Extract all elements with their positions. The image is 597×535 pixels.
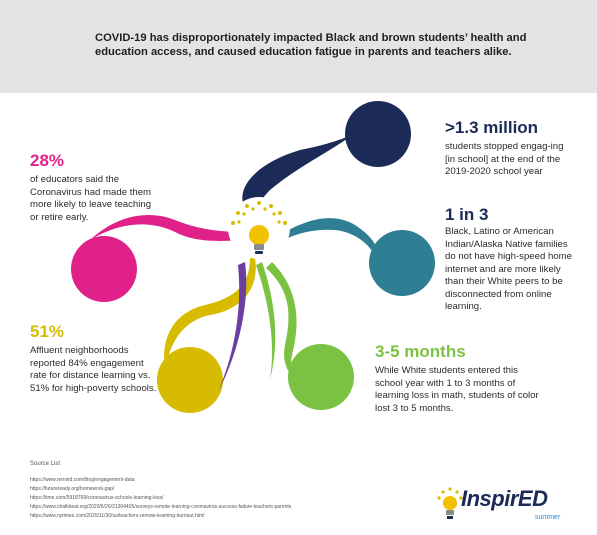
logo-text: InspirED [461, 486, 548, 511]
stat-value-learning-loss: 3-5 months [375, 342, 466, 361]
stat-value-families: 1 in 3 [445, 205, 489, 224]
stat-text-engagement: Affluent neighborhoods reported 84% enga… [30, 345, 157, 394]
stat-text-families: Black, Latino or American Indian/Alaska … [445, 226, 572, 312]
teal-swirl [275, 218, 379, 262]
source-link[interactable]: https://www.chalkbeat.org/2020/6/26/2130… [30, 504, 292, 510]
stat-text-learning-loss: While White students entered this school… [375, 365, 539, 414]
stat-value-educators: 28% [30, 151, 65, 170]
green-circle [288, 344, 354, 410]
header-banner: COVID-19 has disproportionately impacted… [0, 0, 597, 93]
teal-circle [369, 230, 435, 296]
pink-swirl [90, 214, 250, 241]
source-link[interactable]: https://futureready.org/homework-gap/ [30, 486, 115, 492]
logo-subtext: summer [535, 514, 561, 521]
header-text: COVID-19 has disproportionately impacted… [95, 32, 527, 58]
source-link[interactable]: https://time.com/5918769/coronavirus-sch… [30, 495, 164, 501]
lightbulb-icon [228, 197, 290, 259]
green-swirl-2 [256, 262, 276, 380]
purple-swirl [218, 262, 247, 392]
stat-value-students: >1.3 million [445, 118, 539, 137]
pink-circle [71, 236, 137, 302]
navy-circle [345, 101, 411, 167]
source-list-title: Source List [30, 461, 61, 467]
source-list: https://www.remind.com/blog/engagement-d… [30, 476, 291, 521]
source-link[interactable]: https://www.remind.com/blog/engagement-d… [30, 477, 135, 483]
yellow-swirl [164, 258, 256, 370]
stat-text-students: students stopped engag-ing [in school] a… [445, 141, 564, 177]
stat-text-educators: of educators said the Coronavirus had ma… [30, 174, 152, 223]
logo-bulb-icon [437, 487, 463, 519]
inspired-logo: InspirED summer [437, 482, 577, 524]
green-swirl [266, 262, 297, 380]
stat-value-engagement: 51% [30, 322, 65, 341]
swirl-graphic [71, 101, 435, 413]
source-link[interactable]: https://www.nytimes.com/2020/11/30/us/te… [30, 513, 205, 519]
yellow-circle [157, 347, 223, 413]
